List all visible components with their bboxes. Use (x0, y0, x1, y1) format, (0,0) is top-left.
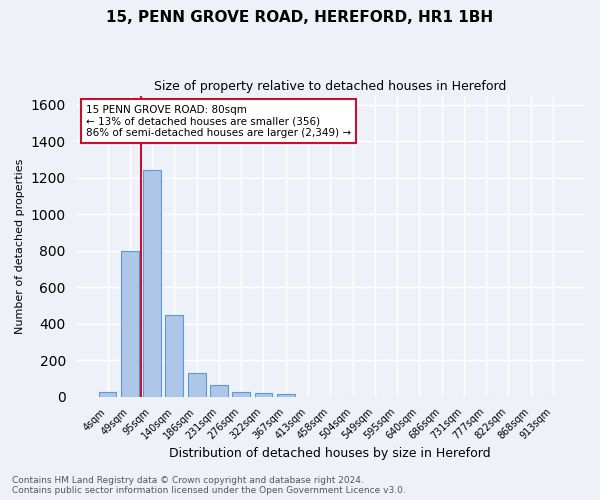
X-axis label: Distribution of detached houses by size in Hereford: Distribution of detached houses by size … (169, 447, 491, 460)
Bar (232, 392, 250, 396)
Bar (254, 394, 272, 396)
Text: Contains HM Land Registry data © Crown copyright and database right 2024.
Contai: Contains HM Land Registry data © Crown c… (12, 476, 406, 495)
Title: Size of property relative to detached houses in Hereford: Size of property relative to detached ho… (154, 80, 506, 93)
Bar (121, 250, 139, 396)
Bar (143, 170, 161, 396)
Bar (98, 392, 116, 396)
Text: 15 PENN GROVE ROAD: 80sqm
← 13% of detached houses are smaller (356)
86% of semi: 15 PENN GROVE ROAD: 80sqm ← 13% of detac… (86, 104, 351, 138)
Bar (210, 385, 228, 396)
Y-axis label: Number of detached properties: Number of detached properties (15, 158, 25, 334)
Text: 15, PENN GROVE ROAD, HEREFORD, HR1 1BH: 15, PENN GROVE ROAD, HEREFORD, HR1 1BH (106, 10, 494, 25)
Bar (166, 314, 184, 396)
Bar (277, 394, 295, 396)
Bar (188, 373, 206, 396)
